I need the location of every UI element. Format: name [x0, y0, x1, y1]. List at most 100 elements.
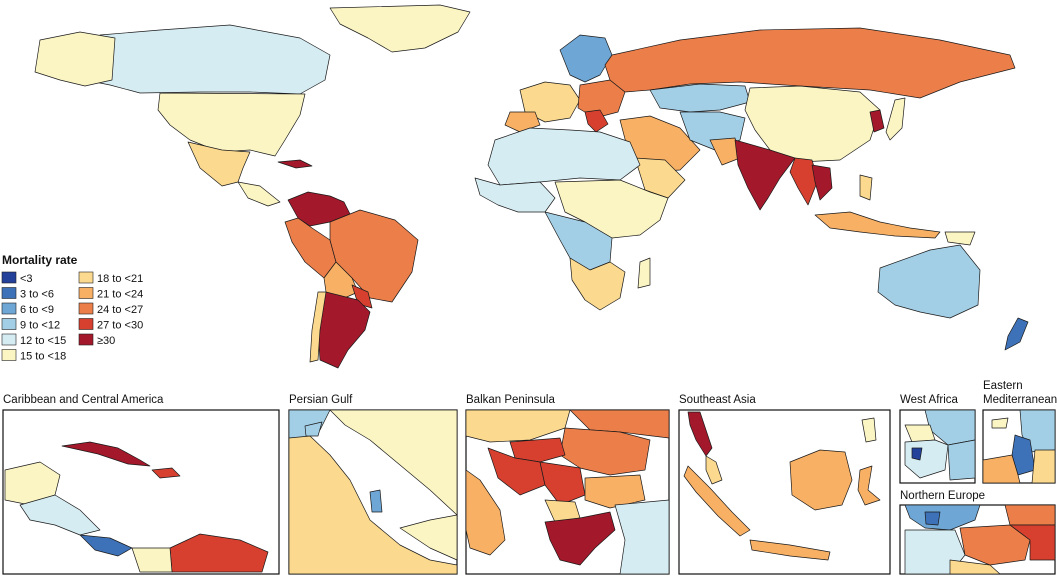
region-philippines — [859, 174, 873, 201]
inset-title-southeast-asia: Southeast Asia — [679, 394, 756, 406]
region-inset-panama — [79, 534, 133, 557]
legend-label: 18 to <21 — [97, 273, 143, 285]
region-inset-denmark — [924, 511, 941, 526]
legend-label: 9 to <12 — [20, 320, 60, 332]
region-japan — [885, 97, 906, 141]
region-inset-borneo — [789, 449, 853, 511]
region-inset-jordan — [1031, 449, 1056, 484]
region-inset-java — [749, 539, 831, 561]
region-inset-ukraine — [569, 409, 670, 439]
region-greenland — [329, 4, 471, 53]
inset-southeast-asia: Southeast Asia — [678, 394, 891, 575]
region-chile — [309, 291, 327, 363]
inset-caribbean: Caribbean and Central America — [2, 394, 280, 575]
legend-label: 6 to <9 — [20, 304, 54, 316]
region-inset-baltics — [1004, 504, 1056, 526]
region-inset-hungary — [509, 437, 566, 463]
region-australia — [877, 244, 981, 319]
region-central-america — [237, 181, 281, 207]
legend-swatches: <3 3 to <6 6 to <9 9 to <12 12 to <15 15 to <… — [1, 271, 143, 363]
region-inset-iran — [329, 409, 458, 516]
legend-swatch — [78, 318, 94, 330]
region-inset-sulawesi — [857, 465, 881, 506]
legend-label: 27 to <30 — [97, 320, 143, 332]
region-balkans — [584, 109, 609, 133]
region-inset-cyprus — [991, 417, 1009, 429]
region-inset-egypt — [982, 454, 1021, 484]
region-maritime-se-asia — [814, 211, 941, 239]
region-inset-thailand — [687, 411, 713, 457]
region-usa — [157, 92, 306, 157]
region-myanmar-thailand — [789, 157, 819, 206]
legend-swatch — [1, 287, 17, 299]
legend-label: ≥30 — [97, 335, 115, 347]
inset-title-balkans: Balkan Peninsula — [466, 394, 555, 406]
region-inset-philippines-south — [861, 417, 877, 443]
region-india — [734, 139, 796, 211]
region-madagascar — [637, 257, 651, 289]
legend-swatch — [78, 333, 94, 346]
inset-persian-gulf: Persian Gulf — [288, 394, 458, 575]
region-inset-belarus — [1009, 524, 1056, 561]
region-inset-cuba — [61, 441, 151, 467]
region-korea — [869, 109, 885, 133]
region-inset-uae — [399, 514, 458, 561]
legend-label: 24 to <27 — [97, 304, 143, 316]
legend-label: 15 to <18 — [20, 351, 66, 363]
legend-swatch — [78, 287, 94, 299]
legend: Mortality rate <3 3 to <6 6 to <9 9 to <12 1… — [1, 253, 143, 363]
region-brazil — [329, 209, 419, 303]
region-canada — [61, 24, 331, 95]
region-alaska — [34, 31, 116, 87]
region-inset-serbia — [539, 461, 586, 506]
legend-label: 21 to <24 — [97, 289, 143, 301]
legend-swatch — [1, 333, 17, 346]
region-inset-saudi — [288, 435, 458, 575]
region-inset-sierra-leone — [911, 447, 923, 461]
region-inset-colombia — [131, 547, 173, 573]
region-inset-romania — [559, 427, 651, 476]
inset-title-caribbean: Caribbean and Central America — [3, 394, 164, 406]
region-cuba — [277, 159, 313, 169]
region-inset-malaysia — [705, 455, 723, 485]
legend-swatch — [78, 271, 94, 284]
legend-label: 3 to <6 — [20, 289, 54, 301]
inset-northern-europe: Northern Europe — [899, 490, 1056, 575]
region-inset-czech — [949, 559, 1001, 575]
legend-label: 12 to <15 — [20, 335, 66, 347]
region-mexico — [187, 141, 251, 187]
legend-swatch — [1, 271, 17, 284]
legend-swatch — [78, 302, 94, 315]
region-inset-kuwait — [304, 421, 323, 437]
region-indochina — [811, 164, 833, 201]
region-inset-qatar — [369, 489, 383, 513]
region-inset-italy — [465, 469, 506, 556]
region-inset-ivory-coast — [947, 439, 976, 481]
region-inset-lebanon-israel — [1011, 434, 1036, 476]
region-scandinavia — [559, 34, 613, 83]
region-inset-central-america — [19, 494, 101, 536]
region-kazakhstan — [649, 83, 751, 113]
inset-eastern-mediterranean: Eastern Mediterranean — [982, 380, 1057, 484]
world-map — [34, 4, 1029, 369]
region-mongolia-china — [744, 85, 881, 163]
region-inset-greece — [544, 511, 616, 566]
inset-title-west-africa: West Africa — [900, 394, 959, 406]
region-sahel-east-africa — [554, 179, 669, 239]
inset-balkans: Balkan Peninsula — [465, 394, 670, 575]
region-arabia — [634, 157, 686, 199]
region-inset-sumatra — [683, 465, 751, 537]
region-ecuador-peru — [284, 217, 337, 279]
region-new-zealand — [1004, 317, 1029, 351]
inset-west-africa: West Africa — [899, 394, 976, 484]
legend-label: <3 — [20, 273, 33, 285]
region-north-africa — [487, 127, 641, 186]
region-inset-turkey — [614, 499, 670, 575]
legend-swatch — [1, 349, 17, 361]
region-inset-hispaniola — [151, 467, 181, 479]
inset-title-northern-europe: Northern Europe — [900, 490, 985, 502]
legend-title: Mortality rate — [2, 253, 78, 267]
inset-title-mediterranean: Mediterranean — [983, 394, 1057, 406]
legend-swatch — [1, 318, 17, 330]
